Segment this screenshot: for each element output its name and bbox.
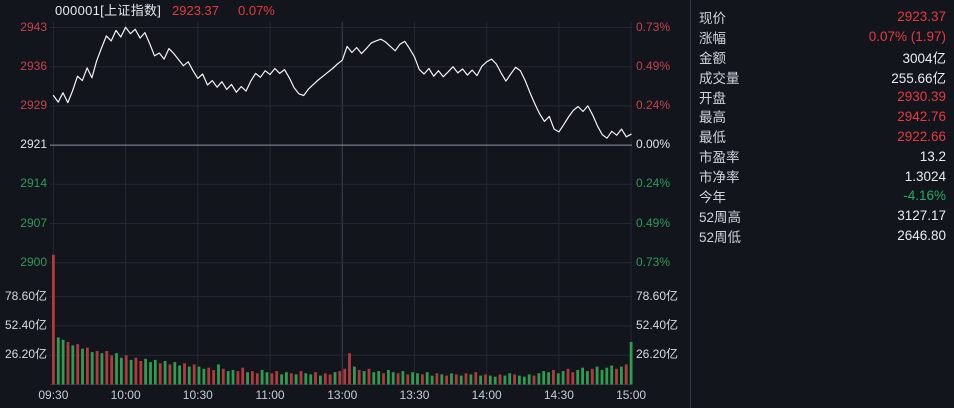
quote-row-high: 最高 2942.76: [691, 106, 954, 126]
quote-label: 金额: [699, 50, 726, 66]
quote-value: -4.16%: [903, 188, 946, 204]
quote-row-52wk-high: 52周高 3127.17: [691, 206, 954, 226]
quote-label: 市盈率: [699, 150, 740, 166]
quote-row-amount: 金额 3004亿: [691, 47, 954, 67]
last-price: 2923.37: [172, 3, 219, 18]
stock-code-name: 000001[上证指数]: [55, 3, 162, 18]
grid-lines: [50, 22, 632, 385]
intraday-chart-area: 000001[上证指数] 2923.37 0.07% 2943 2936 2929 2…: [0, 0, 690, 408]
quote-row-ytd: 今年 -4.16%: [691, 186, 954, 206]
quote-row-pe: 市盈率 13.2: [691, 146, 954, 166]
price-volume-chart[interactable]: [0, 0, 690, 408]
quote-label: 开盘: [699, 90, 726, 106]
quote-row-low: 最低 2922.66: [691, 126, 954, 146]
change-percent: 0.07%: [238, 3, 275, 18]
chart-header: 000001[上证指数] 2923.37 0.07%: [0, 2, 690, 19]
quote-label: 最高: [699, 110, 726, 126]
quote-value: 13.2: [919, 148, 946, 164]
quote-label: 现价: [699, 10, 726, 26]
quote-value: 2646.80: [897, 228, 946, 244]
quote-row-open: 开盘 2930.39: [691, 87, 954, 107]
quote-value: 2923.37: [897, 9, 946, 25]
quote-row-volume: 成交量 255.66亿: [691, 67, 954, 87]
quote-value: 3127.17: [897, 208, 946, 224]
quote-row-pb: 市净率 1.3024: [691, 166, 954, 186]
quote-value: 2922.66: [897, 128, 946, 144]
quote-label: 成交量: [699, 70, 740, 86]
price-line: [52, 26, 632, 139]
quote-row-current-price: 现价 2923.37: [691, 7, 954, 27]
quote-row-52wk-low: 52周低 2646.80: [691, 226, 954, 246]
quote-value: 3004亿: [902, 50, 946, 66]
quote-value: 2942.76: [897, 108, 946, 124]
panel-divider: [690, 0, 691, 408]
volume-bars: [52, 254, 633, 385]
quote-value: 1.3024: [904, 168, 946, 184]
quote-value: 2930.39: [897, 89, 946, 104]
quote-label: 最低: [699, 130, 726, 146]
quote-label: 市净率: [699, 170, 740, 186]
quote-label: 52周高: [699, 209, 742, 225]
quote-label: 今年: [699, 189, 726, 205]
quote-row-change: 涨幅 0.07% (1.97): [691, 27, 954, 47]
quote-value: 255.66亿: [891, 70, 946, 86]
quote-value: 0.07% (1.97): [868, 29, 946, 45]
quote-label: 涨幅: [699, 30, 726, 46]
quote-label: 52周低: [699, 229, 742, 245]
quote-panel: 现价 2923.37 涨幅 0.07% (1.97) 金额 3004亿 成交量 255.…: [691, 7, 954, 246]
